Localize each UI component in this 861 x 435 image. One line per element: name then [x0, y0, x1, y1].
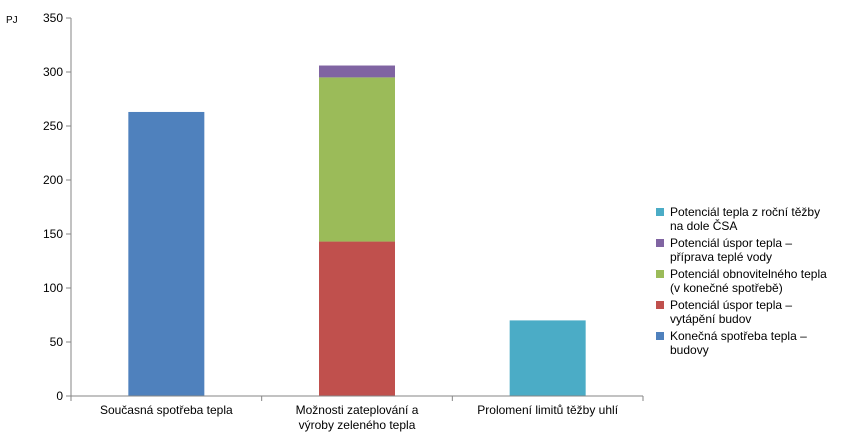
bar-segment: [128, 111, 205, 397]
legend-swatch: [656, 239, 664, 247]
y-tick-label: 250: [43, 119, 63, 133]
y-tick-label: 350: [43, 11, 63, 25]
legend-swatch: [656, 270, 664, 278]
y-unit-label: PJ: [6, 15, 18, 26]
legend-label: budovy: [670, 343, 709, 357]
bar-segment: [319, 241, 395, 396]
legend-item: Konečná spotřeba tepla – budovy: [656, 329, 861, 357]
category-label: Prolomení limitů těžby uhlí: [477, 403, 618, 417]
y-tick-label: 50: [50, 335, 64, 349]
legend-label: Konečná spotřeba tepla –: [670, 329, 807, 343]
legend-item: Potenciál úspor tepla – vytápění budov: [656, 298, 861, 326]
legend-label: Potenciál úspor tepla –: [670, 298, 793, 312]
y-tick-label: 150: [43, 227, 63, 241]
legend-item: Potenciál tepla z roční těžby na dole ČSA: [656, 205, 861, 233]
legend-label: na dole ČSA: [670, 219, 738, 233]
legend-label: vytápění budov: [670, 312, 752, 326]
bar-segment: [509, 320, 586, 396]
y-tick-label: 200: [43, 173, 63, 187]
y-tick-label: 0: [56, 389, 63, 403]
legend-label: (v konečné spotřebě): [670, 281, 783, 295]
legend-label: Potenciál obnovitelného tepla: [670, 267, 827, 281]
bar-segment: [319, 65, 395, 78]
y-tick-label: 100: [43, 281, 63, 295]
bar-segment: [319, 77, 395, 242]
axes: 0 50 100 150 200 250 300 350 Současná spotřeba t…: [43, 11, 644, 432]
legend-label: Potenciál tepla z roční těžby: [670, 205, 821, 219]
category-label: výroby zeleného tepla: [299, 418, 416, 432]
legend-swatch: [656, 332, 664, 340]
bars: [128, 65, 586, 397]
legend-swatch: [656, 301, 664, 309]
legend: Potenciál tepla z roční těžby na dole ČSA…: [656, 205, 861, 360]
category-label: Možnosti zateplování a: [296, 403, 419, 417]
y-tick-label: 300: [43, 65, 63, 79]
legend-label: příprava teplé vody: [670, 250, 773, 264]
category-label: Současná spotřeba tepla: [100, 403, 233, 417]
legend-item: Potenciál úspor tepla – příprava teplé vo…: [656, 236, 861, 264]
legend-swatch: [656, 208, 664, 216]
legend-label: Potenciál úspor tepla –: [670, 236, 793, 250]
legend-item: Potenciál obnovitelného tepla (v konečné …: [656, 267, 861, 295]
